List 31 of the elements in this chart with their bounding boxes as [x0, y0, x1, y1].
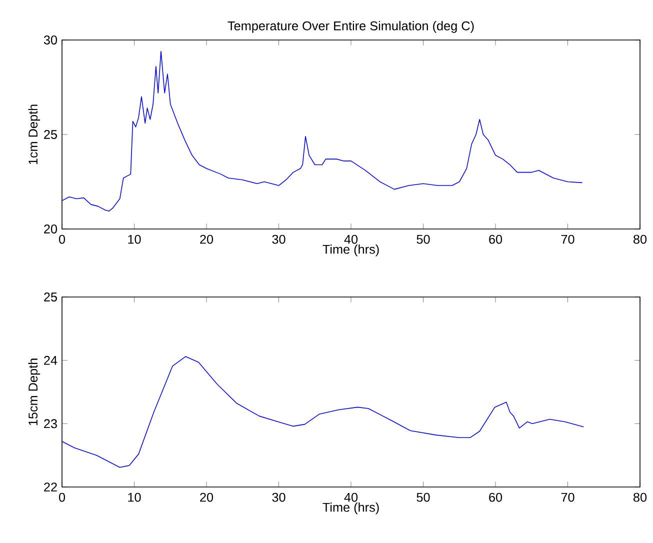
y-tick-label: 25 — [44, 292, 57, 302]
y-tick-label: 30 — [44, 36, 58, 44]
x-tick-label: 20 — [200, 492, 214, 502]
x-tick-label: 80 — [634, 492, 647, 502]
x-axis-title: Time (hrs) — [322, 244, 379, 256]
x-tick-label: 60 — [489, 234, 502, 244]
x-tick-label: 40 — [344, 492, 358, 502]
y-tick-label: 20 — [44, 224, 58, 234]
x-tick-label: 70 — [561, 492, 574, 502]
x-tick-label: 20 — [200, 234, 214, 244]
y-tick-label: 23 — [44, 419, 57, 428]
x-tick-label: 30 — [272, 492, 286, 502]
x-tick-label: 60 — [489, 492, 502, 502]
x-tick-label: 30 — [272, 234, 286, 244]
y-tick-label: 25 — [44, 130, 57, 139]
x-tick-label: 0 — [58, 492, 66, 502]
x-tick-label: 10 — [128, 492, 141, 502]
y-tick-label: 24 — [44, 356, 58, 365]
x-tick-label: 50 — [416, 234, 430, 244]
x-tick-label: 70 — [561, 234, 574, 244]
x-tick-label: 10 — [128, 234, 141, 244]
x-tick-label: 50 — [416, 492, 430, 502]
y-axis-title: 15cm Depth — [28, 358, 40, 426]
y-axis-title: 1cm Depth — [28, 104, 40, 164]
line-series — [62, 356, 584, 468]
x-tick-label: 80 — [634, 234, 647, 244]
x-tick-label: 0 — [58, 234, 66, 244]
x-axis-title: Time (hrs) — [322, 502, 379, 514]
y-tick-label: 22 — [44, 482, 57, 492]
chart-title: Temperature Over Entire Simulation (deg C) — [228, 21, 474, 33]
x-tick-label: 40 — [344, 234, 358, 244]
